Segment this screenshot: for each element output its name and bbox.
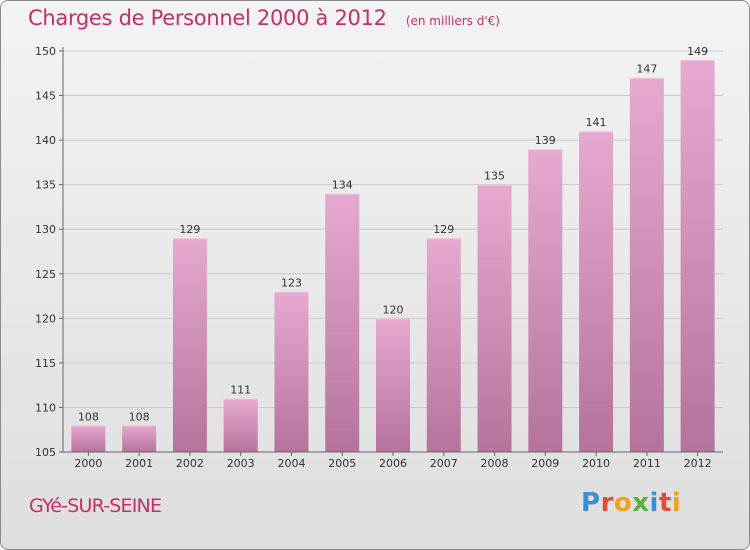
proxiti-logo[interactable]: Proxiti: [581, 488, 681, 518]
x-tick-label: 2000: [74, 457, 102, 470]
chart-title: Charges de Personnel 2000 à 2012: [28, 6, 387, 30]
bar: [325, 193, 360, 453]
bar: [629, 77, 664, 452]
bar: [223, 398, 258, 452]
x-tick-label: 2010: [582, 457, 610, 470]
logo-letter: i: [671, 488, 682, 518]
data-label: 139: [535, 134, 556, 147]
x-tick-label: 2009: [531, 457, 559, 470]
chart-subtitle: (en milliers d'€): [405, 14, 500, 28]
bar: [274, 291, 309, 452]
data-label: 135: [484, 170, 505, 183]
axes: 105 110 115 120 125 130 135 140 145 150 2000 2001 20…: [35, 45, 723, 470]
logo-letter: r: [600, 488, 614, 518]
data-label: 120: [383, 303, 404, 316]
y-tick-label: 125: [35, 268, 56, 281]
y-tick-label: 130: [35, 223, 56, 236]
y-tick-label: 115: [35, 357, 56, 370]
logo-letter: i: [649, 488, 659, 518]
x-tick-label: 2011: [633, 457, 661, 470]
data-label: 129: [433, 223, 454, 236]
x-tick-label: 2006: [379, 457, 407, 470]
x-tick-label: 2004: [277, 457, 305, 470]
bars: [71, 59, 715, 453]
data-label: 111: [230, 384, 251, 397]
data-label: 149: [687, 45, 708, 58]
x-tick-label: 2005: [328, 457, 356, 470]
chart-header: Charges de Personnel 2000 à 2012 (en mil…: [28, 6, 500, 30]
data-label: 141: [586, 116, 607, 129]
data-label: 129: [179, 223, 200, 236]
logo-letter: o: [613, 488, 633, 518]
bar: [376, 318, 410, 452]
bar: [528, 149, 563, 452]
data-label: 108: [78, 410, 99, 423]
x-tick-label: 2012: [684, 457, 712, 470]
commune-name: GYé-SUR-SEINE: [29, 495, 162, 517]
x-tick-label: 2001: [125, 457, 153, 470]
bar: [477, 184, 512, 452]
logo-letter: x: [632, 488, 650, 518]
x-tick-label: 2007: [430, 457, 458, 470]
y-tick-label: 105: [35, 446, 56, 459]
bar: [71, 425, 106, 452]
y-tick-label: 150: [35, 45, 56, 58]
bar: [122, 425, 157, 452]
bar: [680, 59, 715, 453]
bar: [579, 131, 614, 452]
x-tick-label: 2008: [481, 457, 509, 470]
bar: [426, 238, 461, 452]
bar: [172, 238, 207, 452]
data-label: 134: [332, 179, 353, 192]
data-labels: 108 108 129 111 123 134 120 129 135 139 141 147 149: [78, 45, 708, 423]
data-label: 147: [636, 63, 657, 76]
x-tick-label: 2002: [176, 457, 204, 470]
logo-letter: P: [581, 488, 601, 518]
data-label: 123: [281, 277, 302, 290]
x-tick-label: 2003: [227, 457, 255, 470]
logo-letter: t: [658, 488, 672, 518]
y-tick-label: 110: [35, 401, 56, 414]
data-label: 108: [129, 410, 150, 423]
y-tick-label: 145: [35, 90, 56, 103]
y-tick-label: 135: [35, 179, 56, 192]
y-tick-label: 140: [35, 134, 56, 147]
y-tick-label: 120: [35, 312, 56, 325]
